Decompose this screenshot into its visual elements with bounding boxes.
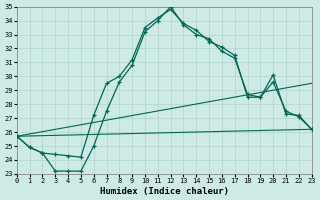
X-axis label: Humidex (Indice chaleur): Humidex (Indice chaleur) [100, 187, 229, 196]
